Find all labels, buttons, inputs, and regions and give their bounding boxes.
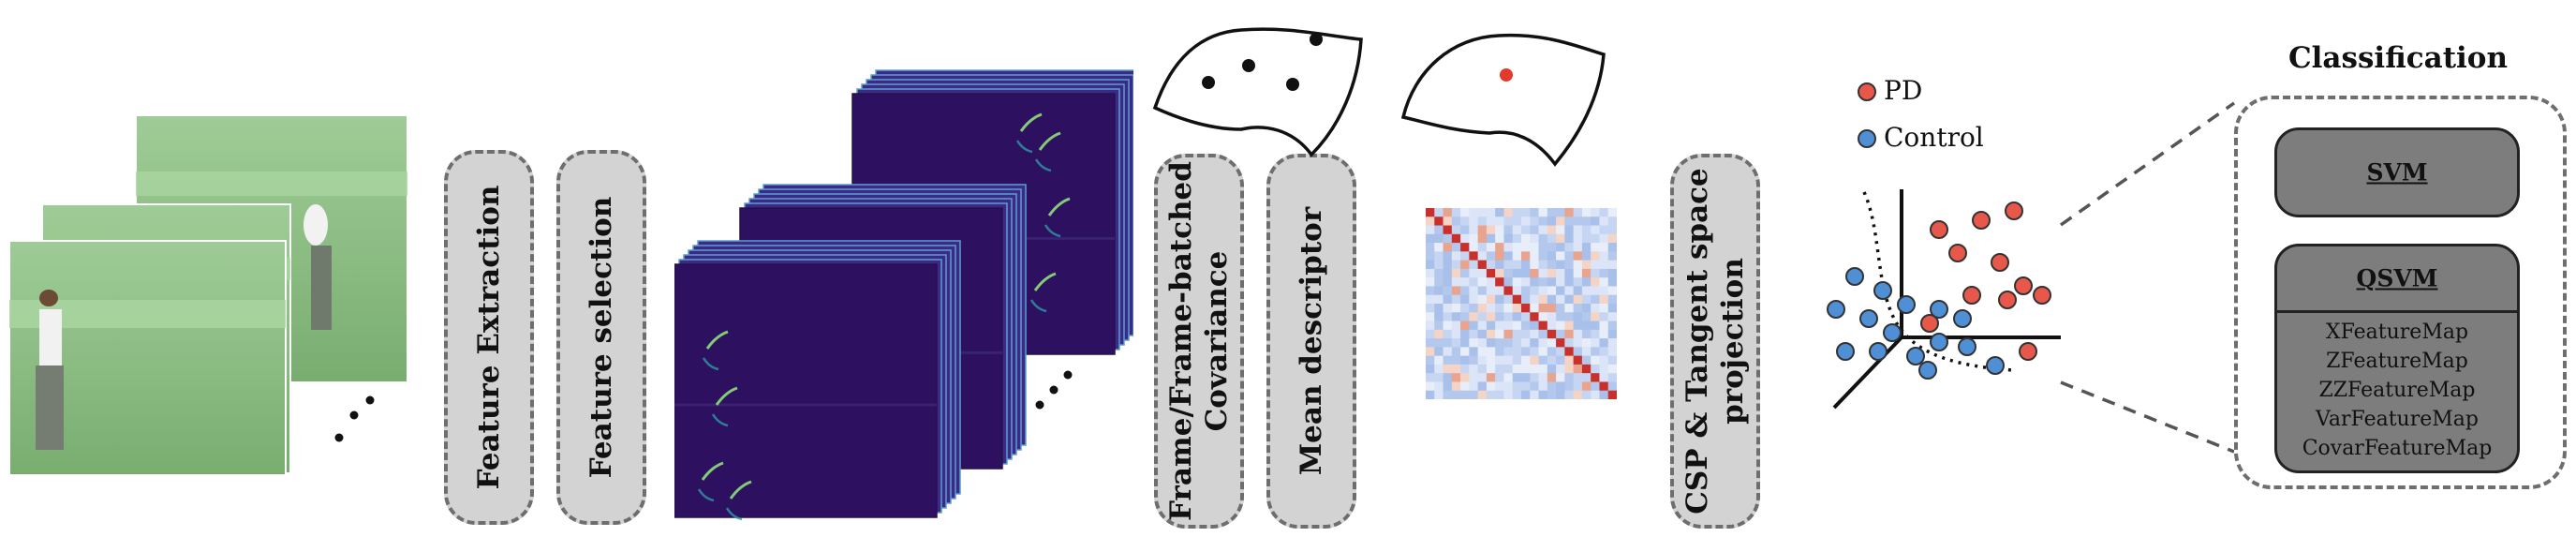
projection-label: CSP & Tangent space projection: [1680, 168, 1751, 515]
feature-map-item: XFeatureMap: [2325, 321, 2469, 344]
pd-point: [1962, 286, 1981, 305]
feature-selection-label: Feature selection: [585, 196, 618, 479]
control-point: [1930, 300, 1948, 319]
feature-map-list: XFeatureMap ZFeatureMap ZZFeatureMap Var…: [2277, 318, 2517, 463]
spectrogram-stack: [674, 69, 1133, 521]
legend-markers: [1858, 82, 1876, 148]
feature-selection-stage: Feature selection: [556, 150, 646, 525]
pd-point: [2019, 342, 2037, 361]
qsvm-header: QSVM: [2277, 246, 2517, 313]
qsvm-label: QSVM: [2356, 264, 2438, 292]
qsvm-classifier: QSVM XFeatureMap ZFeatureMap ZZFeatureMa…: [2274, 244, 2520, 473]
control-legend-label: Control: [1884, 122, 1984, 153]
covariance-stage: Frame/Frame-batched Covariance: [1154, 154, 1244, 529]
control-point: [1930, 333, 1948, 351]
mean-descriptor-stage: Mean descriptor: [1266, 154, 1356, 529]
mean-descriptor-label: Mean descriptor: [1295, 206, 1328, 476]
ellipsis-icon: [334, 395, 375, 442]
control-point: [1873, 281, 1892, 300]
pd-point: [1930, 220, 1948, 239]
control-point: [1859, 309, 1878, 328]
covariance-label-line1: Frame/Frame-batched: [1164, 161, 1198, 521]
control-point: [1953, 309, 1972, 328]
spectrogram-stack-item: [674, 240, 961, 521]
zoom-connectors: [2059, 101, 2236, 454]
pd-point: [2033, 286, 2051, 305]
manifold-with-mean-point: [1400, 33, 1606, 167]
feature-map-item: VarFeatureMap: [2316, 408, 2479, 431]
control-point: [1827, 300, 1845, 319]
covariance-label-line2: Covariance: [1200, 250, 1234, 432]
3d-scatter-plot: [1827, 189, 2061, 410]
pd-point: [2005, 201, 2023, 220]
classification-title: Classification: [2287, 41, 2509, 75]
pd-point: [1920, 314, 1939, 333]
pd-point: [1991, 253, 2009, 272]
svm-classifier: SVM: [2274, 127, 2520, 217]
control-point: [1906, 347, 1925, 365]
control-point: [1845, 267, 1864, 286]
scatter-axes: [1832, 189, 2061, 410]
covariance-label: Frame/Frame-batched Covariance: [1163, 161, 1235, 521]
projection-label-line1: CSP & Tangent space: [1680, 168, 1714, 515]
pd-point: [2014, 276, 2033, 295]
feature-map-item: CovarFeatureMap: [2302, 437, 2493, 460]
pd-point: [1998, 291, 2017, 309]
feature-map-item: ZFeatureMap: [2326, 350, 2468, 373]
svm-label: SVM: [2366, 158, 2428, 186]
feature-extraction-stage: Feature Extraction: [444, 150, 534, 525]
pd-legend-marker: [1858, 82, 1876, 101]
control-point: [1883, 323, 1902, 342]
control-point: [1958, 337, 1976, 356]
descriptor-points: [1202, 33, 1323, 91]
video-frames-stack: [8, 114, 408, 476]
control-point: [1869, 342, 1888, 361]
pd-point: [1972, 211, 1991, 230]
projection-stage: CSP & Tangent space projection: [1670, 154, 1760, 529]
control-point: [1836, 342, 1855, 361]
covariance-heatmap: [1426, 208, 1617, 399]
video-frame-front: [8, 240, 287, 476]
feature-extraction-label: Feature Extraction: [472, 185, 506, 490]
control-point: [1918, 361, 1937, 380]
pd-legend-label: PD: [1884, 75, 1923, 106]
projection-label-line2: projection: [1716, 258, 1750, 425]
ellipsis-icon: [1035, 370, 1073, 410]
scatter-points: [1827, 201, 2051, 380]
control-legend-marker: [1858, 129, 1876, 148]
manifold-with-points: [1152, 27, 1363, 157]
spectrogram-stacks: [674, 69, 1133, 521]
pd-point: [1948, 244, 1967, 262]
control-point: [1897, 295, 1916, 314]
mean-point: [1500, 68, 1513, 82]
control-point: [1986, 356, 2005, 375]
feature-map-item: ZZFeatureMap: [2318, 379, 2476, 402]
